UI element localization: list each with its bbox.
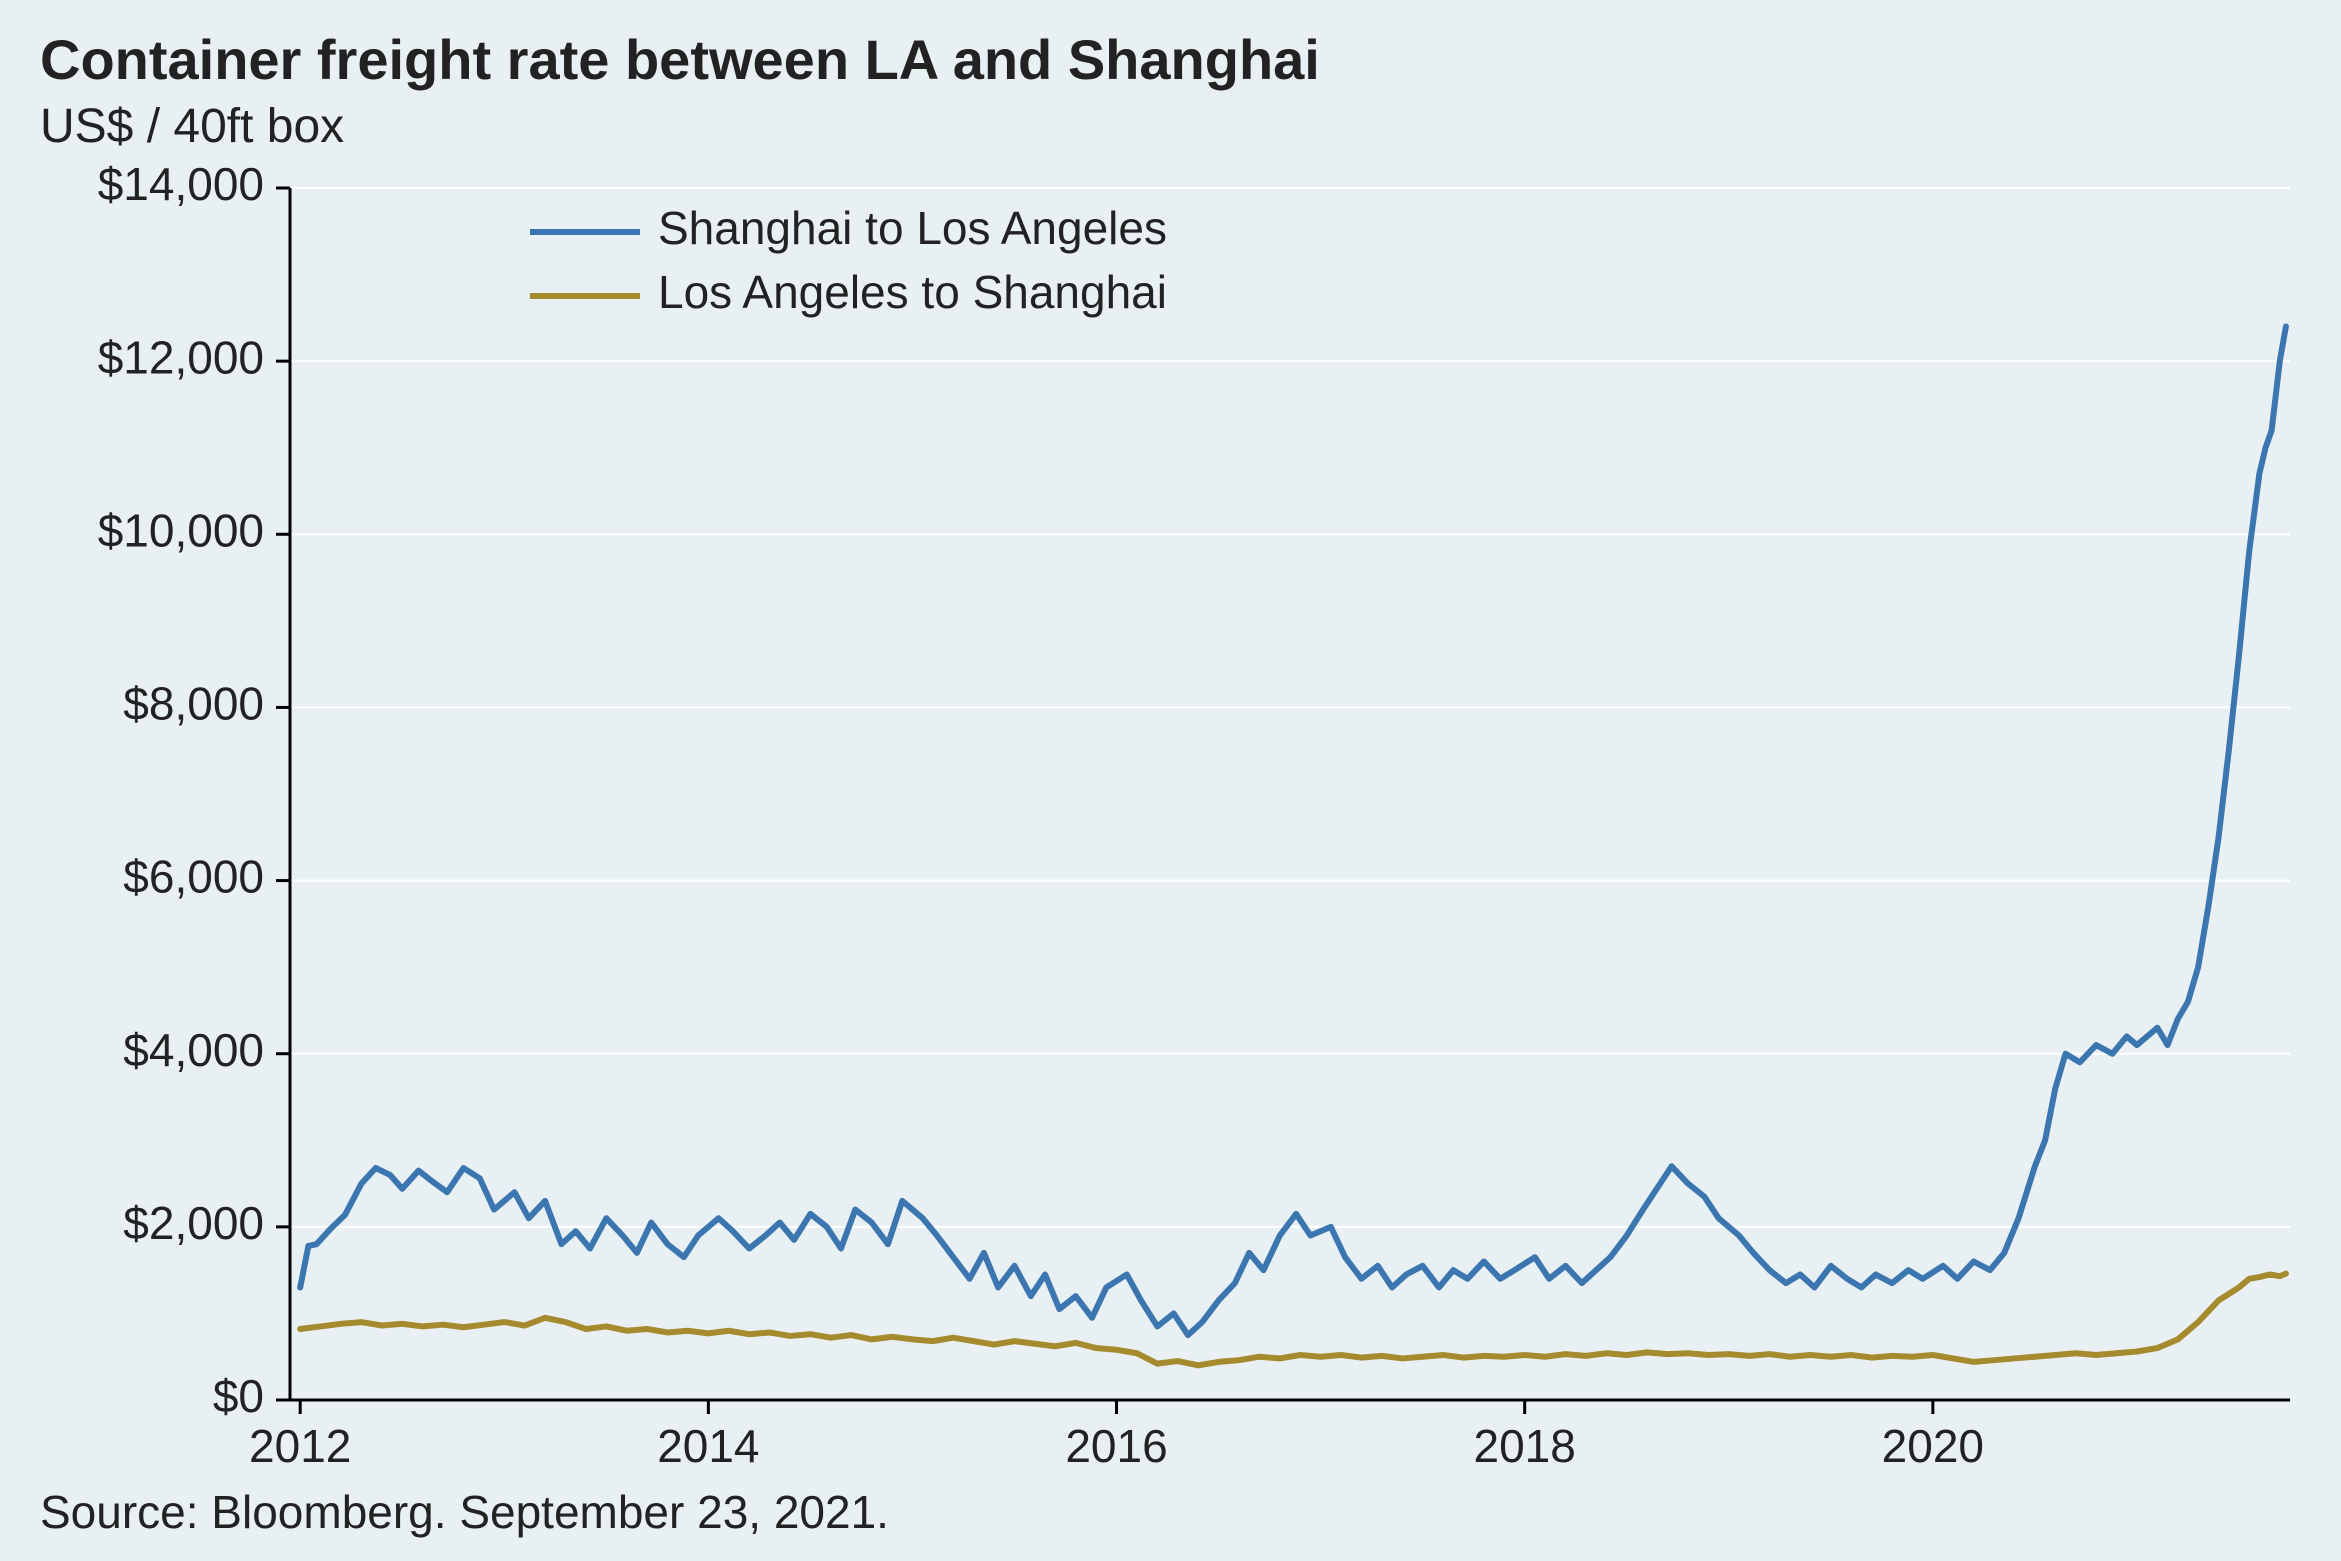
x-tick-label: 2014 — [657, 1420, 759, 1472]
series-line — [300, 1274, 2286, 1366]
x-tick-label: 2012 — [249, 1420, 351, 1472]
y-tick-label: $2,000 — [123, 1197, 264, 1249]
x-tick-label: 2020 — [1882, 1420, 1984, 1472]
y-tick-label: $6,000 — [123, 851, 264, 903]
x-tick-label: 2018 — [1474, 1420, 1576, 1472]
y-tick-label: $8,000 — [123, 678, 264, 730]
chart-container: Container freight rate between LA and Sh… — [0, 0, 2341, 1561]
legend-label: Shanghai to Los Angeles — [658, 202, 1167, 254]
y-tick-label: $14,000 — [98, 158, 264, 210]
legend-label: Los Angeles to Shanghai — [658, 266, 1167, 318]
y-tick-label: $0 — [213, 1370, 264, 1422]
series-line — [300, 327, 2286, 1336]
y-tick-label: $10,000 — [98, 504, 264, 556]
source-note: Source: Bloomberg. September 23, 2021. — [40, 1485, 889, 1539]
y-tick-label: $4,000 — [123, 1024, 264, 1076]
plot-area: $0 $2,000 $4,000 $6,000 $8,000 $10,000 $12,000… — [0, 0, 2341, 1561]
x-tick-label: 2016 — [1065, 1420, 1167, 1472]
y-tick-label: $12,000 — [98, 331, 264, 383]
